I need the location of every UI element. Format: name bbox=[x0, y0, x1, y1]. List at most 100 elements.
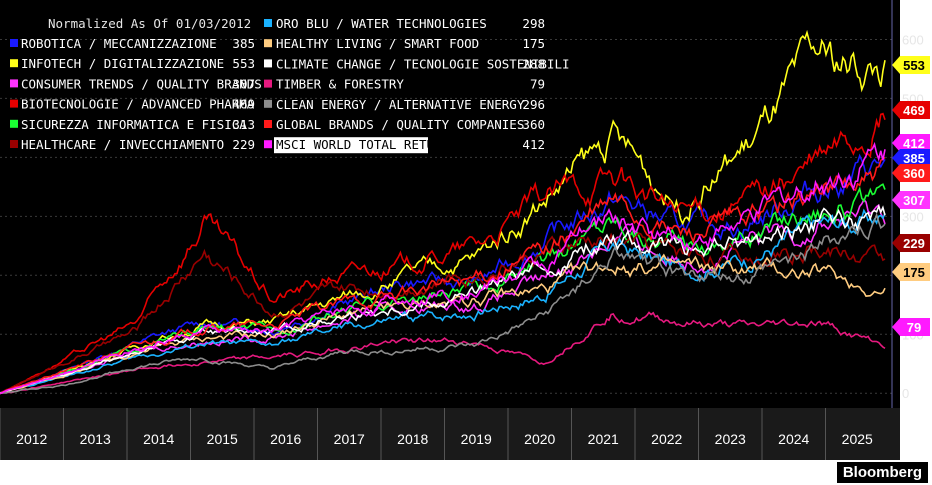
legend-label: SICUREZZA INFORMATICA E FISICA bbox=[21, 117, 247, 132]
legend-label: BIOTECNOLOGIE / ADVANCED PHARMA bbox=[21, 97, 255, 112]
x-tick-label: 2020 bbox=[524, 431, 555, 447]
legend-value: 79 bbox=[530, 77, 545, 92]
x-tick-label: 2021 bbox=[588, 431, 619, 447]
legend-swatch bbox=[10, 140, 18, 148]
series-line bbox=[0, 112, 886, 395]
x-tick-label: 2014 bbox=[143, 431, 174, 447]
chart-background bbox=[0, 0, 900, 460]
value-tag-box bbox=[892, 234, 930, 252]
legend-item: CLIMATE CHANGE / TECNOLOGIE SOSTENIBILI2… bbox=[264, 56, 570, 71]
legend-value: 553 bbox=[232, 56, 255, 71]
value-tag-box bbox=[892, 149, 930, 167]
legend-swatch bbox=[264, 120, 272, 128]
legend-swatch bbox=[264, 39, 272, 48]
legend-label: HEALTHCARE / INVECCHIAMENTO bbox=[21, 137, 224, 152]
value-tag: 412 bbox=[892, 134, 930, 152]
series-line bbox=[0, 156, 886, 395]
legend-label: ORO BLU / WATER TECHNOLOGIES bbox=[276, 16, 487, 31]
legend-swatch bbox=[264, 99, 272, 108]
value-tag: 79 bbox=[892, 318, 930, 336]
value-tag-label: 385 bbox=[903, 151, 925, 166]
legend-value: 313 bbox=[232, 117, 255, 132]
legend-label: ROBOTICA / MECCANIZZAZIONE bbox=[21, 36, 217, 51]
legend-label: CONSUMER TRENDS / QUALITY BRANDS bbox=[21, 76, 262, 91]
x-tick-label: 2015 bbox=[207, 431, 238, 447]
legend-value: 385 bbox=[232, 36, 255, 51]
legend-swatch bbox=[264, 79, 272, 88]
value-tag-label: 307 bbox=[903, 193, 925, 208]
legend-label: CLEAN ENERGY / ALTERNATIVE ENERGY bbox=[276, 97, 525, 112]
value-tag-box bbox=[892, 56, 930, 74]
value-tag: 175 bbox=[892, 263, 930, 281]
legend-value: 298 bbox=[522, 16, 545, 31]
legend-value: 175 bbox=[522, 36, 545, 51]
legend-item: TIMBER & FORESTRY 79 bbox=[264, 77, 545, 92]
value-tag-label: 469 bbox=[903, 103, 925, 118]
value-tag: 229 bbox=[892, 234, 930, 252]
value-tag: 360 bbox=[892, 164, 930, 182]
legend-label: CLIMATE CHANGE / TECNOLOGIE SOSTENIBILI bbox=[276, 56, 570, 71]
series-lines bbox=[0, 29, 886, 395]
x-tick-label: 2013 bbox=[80, 431, 111, 447]
value-tag-label: 360 bbox=[903, 166, 925, 181]
series-line bbox=[0, 141, 886, 395]
x-tick-label: 2012 bbox=[16, 431, 47, 447]
legend-swatch bbox=[264, 19, 272, 27]
value-tag-box bbox=[892, 134, 930, 152]
grid bbox=[0, 38, 892, 394]
legend-swatch bbox=[264, 59, 272, 68]
value-tag-label: 553 bbox=[903, 58, 925, 73]
x-tick-label: 2018 bbox=[397, 431, 428, 447]
legend-swatch bbox=[10, 39, 18, 47]
legend-label: HEALTHY LIVING / SMART FOOD bbox=[276, 36, 479, 51]
x-tick-label: 2016 bbox=[270, 431, 301, 447]
x-axis-band bbox=[0, 408, 900, 460]
y-tick-label: 300 bbox=[902, 209, 924, 224]
x-tick-label: 2022 bbox=[651, 431, 682, 447]
legend-value: 307 bbox=[232, 76, 255, 91]
legend-label: GLOBAL BRANDS / QUALITY COMPANIES bbox=[276, 117, 524, 132]
legend-item: HEALTHY LIVING / SMART FOOD 175 bbox=[264, 36, 545, 51]
y-tick-label: 600 bbox=[902, 32, 924, 47]
value-tag: 307 bbox=[892, 191, 930, 209]
y-tick-label: 0 bbox=[902, 386, 909, 401]
legend-item: INFOTECH / DIGITALIZZAZIONE 553 bbox=[10, 56, 255, 71]
legend-label: TIMBER & FORESTRY bbox=[276, 77, 404, 92]
x-tick-label: 2017 bbox=[334, 431, 365, 447]
series-line bbox=[0, 29, 886, 394]
value-tag-box bbox=[892, 263, 930, 281]
legend-value: 412 bbox=[522, 137, 545, 152]
legend-label: INFOTECH / DIGITALIZZAZIONE bbox=[21, 56, 224, 71]
x-tick-label: 2023 bbox=[715, 431, 746, 447]
legend-item: MSCI WORLD TOTAL RETURN 412 bbox=[264, 137, 545, 154]
value-tag-label: 229 bbox=[903, 236, 925, 251]
value-tag: 469 bbox=[892, 101, 930, 119]
series-line bbox=[0, 311, 886, 394]
legend-item: HEALTHCARE / INVECCHIAMENTO 229 bbox=[10, 137, 255, 152]
legend-item: ORO BLU / WATER TECHNOLOGIES 298 bbox=[264, 16, 545, 31]
legend-value: 360 bbox=[522, 117, 545, 132]
x-tick-label: 2025 bbox=[842, 431, 873, 447]
value-tag-label: 412 bbox=[903, 136, 925, 151]
legend-swatch bbox=[10, 119, 18, 128]
legend-value: 469 bbox=[232, 97, 255, 112]
legend-swatch bbox=[10, 99, 18, 108]
value-tag-box bbox=[892, 191, 930, 209]
legend-value: 296 bbox=[522, 97, 545, 112]
legend: Normalized As Of 01/03/2012 ROBOTICA / ME… bbox=[10, 16, 570, 154]
legend-swatch bbox=[10, 59, 18, 68]
value-tag-box bbox=[892, 164, 930, 182]
series-line bbox=[0, 208, 886, 394]
legend-label: MSCI WORLD TOTAL RETURN bbox=[276, 137, 449, 152]
x-tick-label: 2019 bbox=[461, 431, 492, 447]
legend-swatch bbox=[10, 79, 18, 88]
x-axis: 2012 2013 2014 2015 2016 2017 2018 2019 2020 2021… bbox=[0, 408, 873, 460]
value-tag-label: 79 bbox=[907, 320, 921, 335]
bloomberg-logo: Bloomberg bbox=[836, 462, 928, 483]
